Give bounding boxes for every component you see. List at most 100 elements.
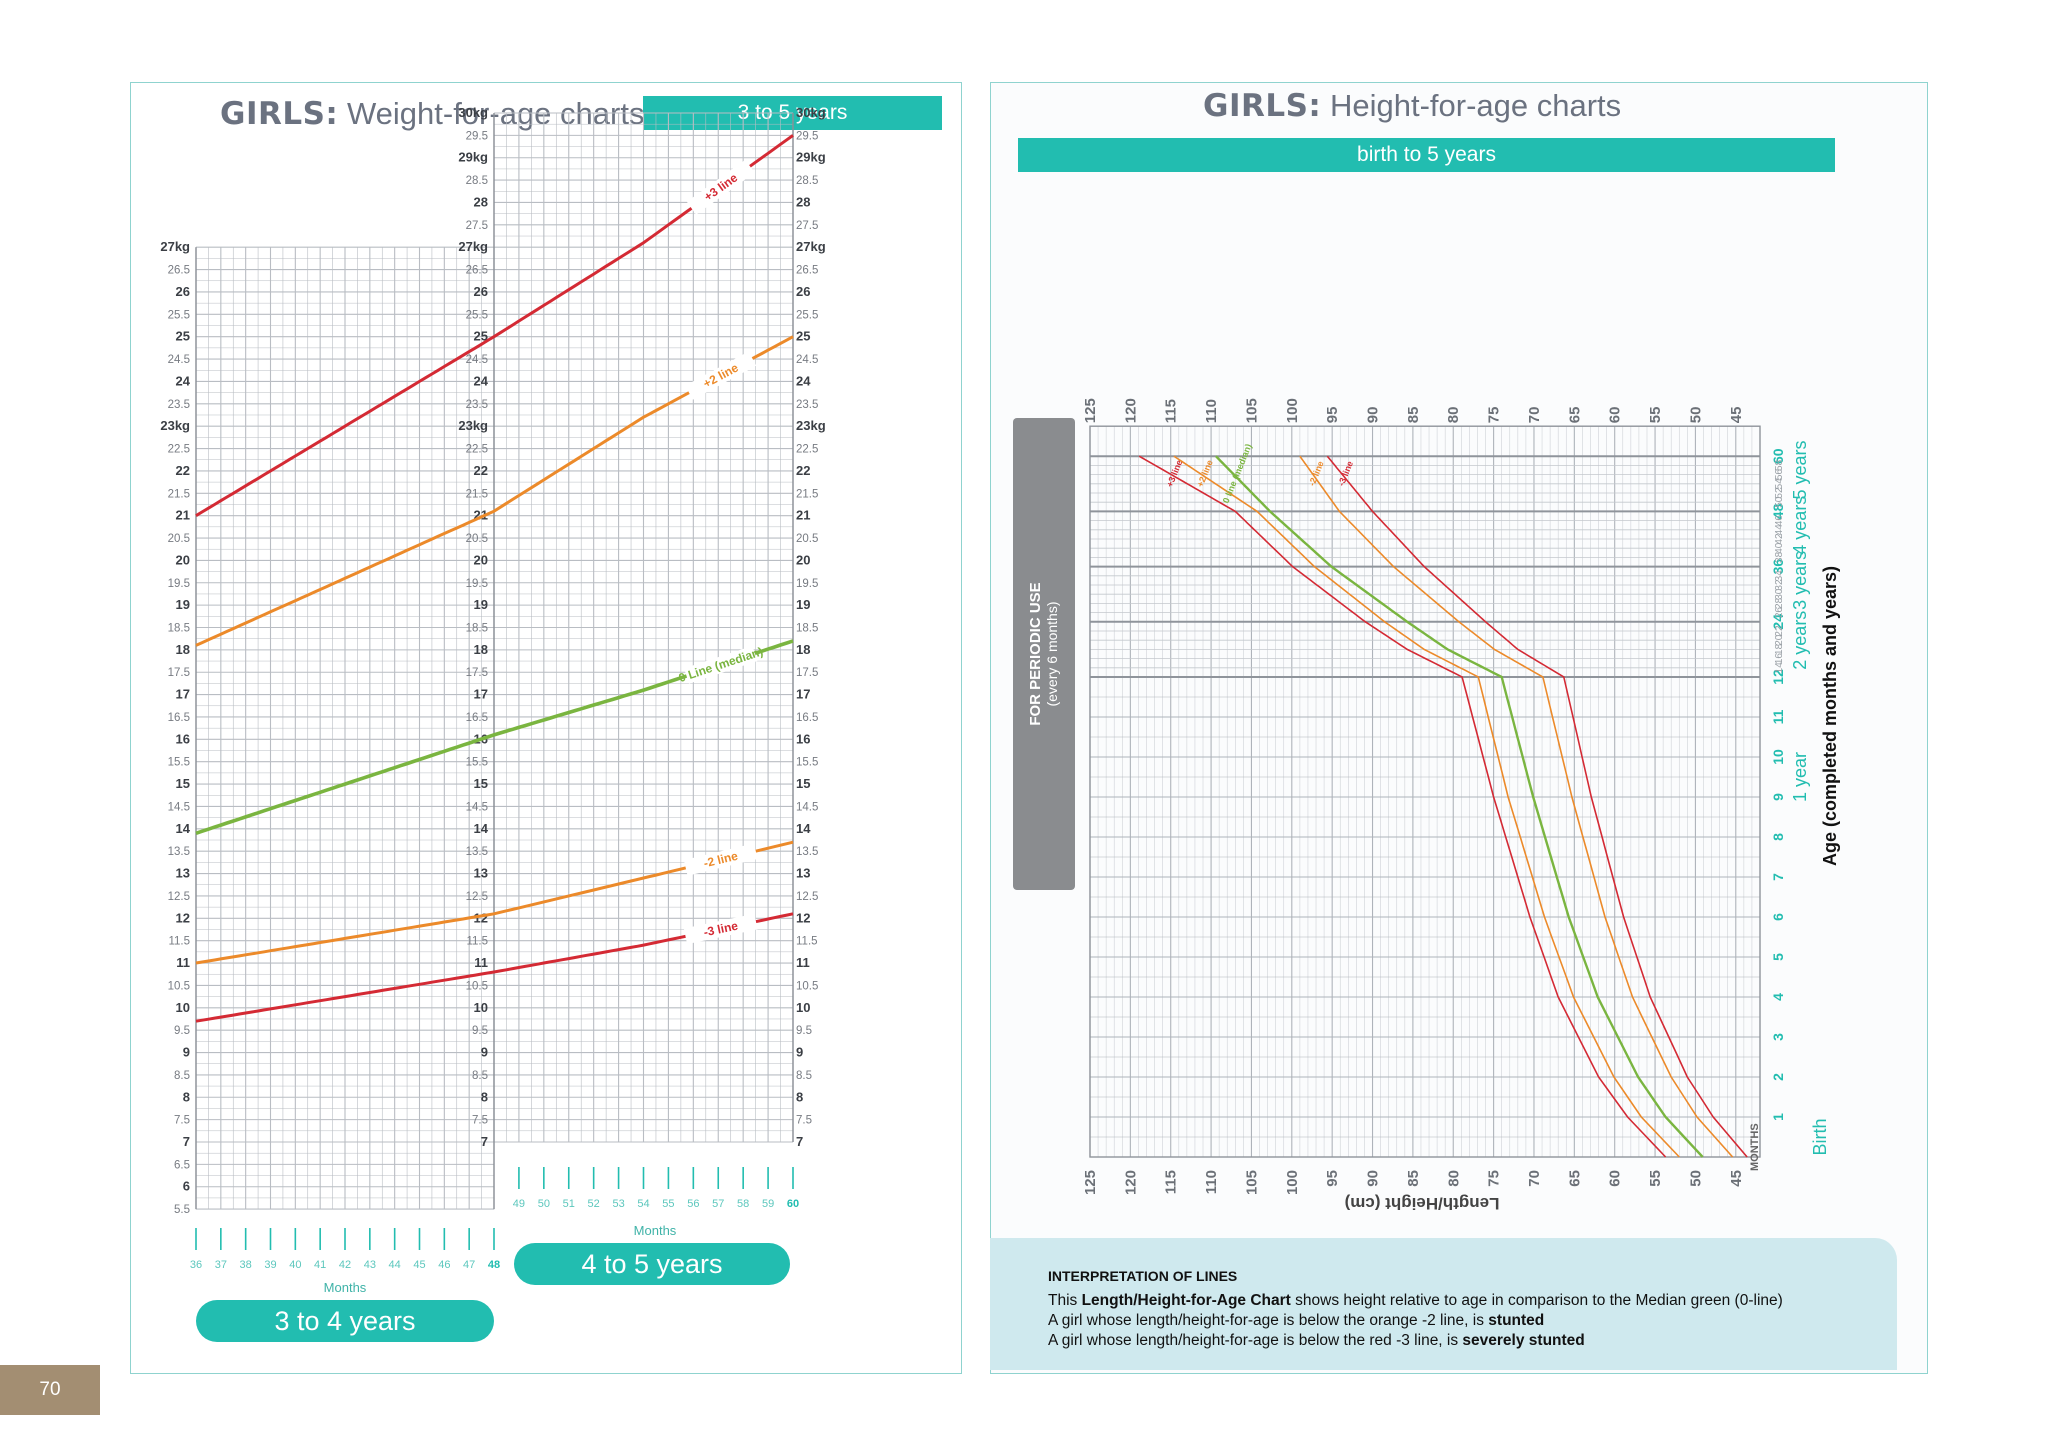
height-age-tick-minor: 54: [1774, 478, 1785, 490]
height-x-tick-top: 95: [1324, 407, 1341, 424]
weight-y-tick-right: 8: [796, 1089, 803, 1104]
weight-y-tick-left: 18.5: [168, 623, 190, 635]
height-year-label: 4 years: [1790, 496, 1810, 555]
weight-y-tick-mid: 25.5: [466, 309, 488, 321]
height-age-tick-minor: 34: [1774, 570, 1785, 582]
weight-y-tick-left: 7.5: [174, 1115, 190, 1127]
height-x-tick-top: 75: [1486, 407, 1503, 424]
height-age-tick-major: 11: [1770, 709, 1786, 724]
weight-y-tick-right: 20: [796, 552, 810, 567]
weight-y-tick-right: 22: [796, 463, 810, 478]
weight-y-tick-mid: 14.5: [466, 801, 488, 813]
weight-series-label-bg: [683, 843, 758, 876]
height-series-label: -3 line: [1336, 460, 1355, 488]
weight-y-tick-mid: 15.5: [466, 757, 488, 769]
weight-y-tick-right: 20.5: [796, 533, 818, 545]
weight-month-tick-label: 40: [289, 1259, 301, 1271]
height-grid: [1089, 426, 1761, 1158]
height-age-tick-minor: 22: [1774, 625, 1785, 637]
weight-y-tick-mid: 21.5: [466, 488, 488, 500]
weight-y-tick-left: 16: [176, 731, 190, 746]
weight-y-tick-right: 10: [796, 1000, 810, 1015]
height-x-tick-top: 65: [1566, 407, 1583, 424]
weight-y-tick-left: 25.5: [168, 309, 190, 321]
weight-y-tick-right: 25: [796, 329, 810, 344]
height-x-tick-bottom: 80: [1445, 1170, 1462, 1187]
weight-y-tick-mid: 13.5: [466, 846, 488, 858]
height-age-tick-major: 24: [1770, 614, 1786, 630]
weight-y-tick-mid: 26.5: [466, 265, 488, 277]
height-series-line: [1138, 455, 1667, 1158]
height-age-tick-minor: 20: [1774, 634, 1785, 646]
height-x-tick-bottom: 50: [1687, 1170, 1704, 1187]
weight-y-tick-mid: 24: [474, 373, 489, 388]
height-series-label: 0 line (median): [1221, 442, 1254, 504]
weight-month-tick-label: 48: [488, 1259, 500, 1271]
height-birth-label: Birth: [1810, 1118, 1830, 1155]
weight-y-tick-left: 25: [176, 329, 190, 344]
weight-y-tick-right: 15.5: [796, 757, 818, 769]
interpretation-heading: INTERPRETATION OF LINES: [1048, 1268, 1238, 1284]
height-age-tick-major: 12: [1770, 669, 1786, 685]
weight-y-tick-right: 23.5: [796, 399, 818, 411]
weight-month-tick-label: 45: [413, 1259, 425, 1271]
height-chart-title: GIRLS: Height-for-age charts: [1203, 88, 1622, 124]
height-age-tick-minor: 32: [1774, 579, 1785, 591]
weight-series-label-bg: [686, 159, 755, 215]
weight-y-tick-mid: 27.5: [466, 220, 488, 232]
weight-month-tick-label: 52: [588, 1198, 600, 1210]
weight-y-tick-right: 28.5: [796, 175, 818, 187]
weight-y-tick-right: 19: [796, 597, 810, 612]
weight-month-tick-label: 50: [538, 1198, 550, 1210]
weight-months-label: Months: [634, 1223, 677, 1238]
weight-y-tick-left: 8: [183, 1089, 190, 1104]
height-x-tick-top: 115: [1163, 399, 1180, 423]
weight-y-tick-right: 9: [796, 1045, 803, 1060]
weight-y-tick-mid: 13: [474, 866, 488, 881]
weight-month-tick-label: 37: [215, 1259, 227, 1271]
weight-y-tick-left: 26.5: [168, 265, 190, 277]
height-year-label: 5 years: [1790, 440, 1810, 499]
weight-y-tick-left: 26: [176, 284, 190, 299]
weight-y-tick-mid: 15: [474, 776, 488, 791]
weight-y-tick-right: 26: [796, 284, 810, 299]
weight-y-tick-mid: 29.5: [466, 130, 488, 142]
height-x-tick-bottom: 65: [1566, 1170, 1583, 1187]
height-x-tick-bottom: 85: [1405, 1170, 1422, 1187]
height-age-tick-major: 3: [1770, 1033, 1786, 1041]
height-x-tick-bottom: 95: [1324, 1170, 1341, 1187]
weight-y-tick-left: 22.5: [168, 444, 190, 456]
height-age-tick-minor: 58: [1774, 459, 1785, 471]
weight-y-tick-mid: 11.5: [466, 936, 488, 948]
interpretation-line-2: A girl whose length/height-for-age is be…: [1048, 1312, 1545, 1329]
height-age-tick-minor: 38: [1774, 551, 1785, 563]
height-series-line: [1215, 455, 1704, 1158]
weight-y-tick-mid: 18.5: [466, 623, 488, 635]
height-x-tick-bottom: 100: [1284, 1170, 1301, 1195]
weight-y-tick-left: 11: [176, 955, 190, 970]
weight-y-tick-right: 13: [796, 866, 810, 881]
weight-month-tick-label: 44: [389, 1259, 401, 1271]
weight-month-tick-label: 38: [240, 1259, 252, 1271]
weight-y-tick-left: 9.5: [174, 1025, 190, 1037]
height-x-tick-top: 60: [1607, 407, 1624, 424]
height-age-tick-major: 1: [1770, 1113, 1786, 1121]
weight-y-tick-left: 5.5: [174, 1204, 190, 1216]
weight-y-tick-mid: 10: [474, 1000, 488, 1015]
weight-y-tick-left: 15: [176, 776, 190, 791]
height-x-tick-bottom: 110: [1203, 1170, 1220, 1194]
weight-y-tick-left: 19.5: [168, 578, 190, 590]
weight-y-tick-left: 23.5: [168, 399, 190, 411]
weight-y-tick-mid: 30kg: [458, 105, 488, 120]
weight-y-tick-left: 17: [176, 687, 190, 702]
height-x-tick-top: 90: [1365, 407, 1382, 424]
weight-y-tick-mid: 25: [474, 329, 488, 344]
height-x-tick-top: 80: [1445, 407, 1462, 424]
weight-y-tick-left: 11.5: [168, 936, 190, 948]
interpretation-box: INTERPRETATION OF LINES This Length/Heig…: [990, 1238, 1897, 1370]
height-x-tick-bottom: 45: [1728, 1170, 1745, 1187]
weight-y-tick-mid: 23kg: [458, 418, 488, 433]
height-age-tick-major: 6: [1770, 913, 1786, 921]
weight-y-tick-left: 14.5: [168, 801, 190, 813]
